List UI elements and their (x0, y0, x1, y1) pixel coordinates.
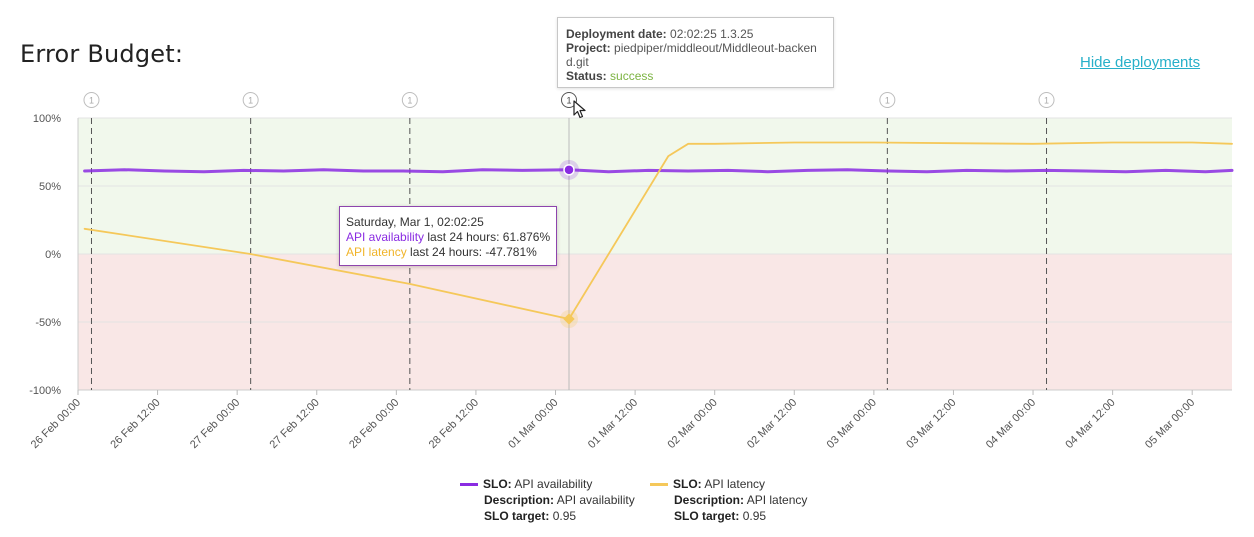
deployment-project-value: piedpiper/middleout/Middleout-backen d.g… (566, 41, 817, 69)
x-tick-label: 04 Mar 12:00 (1063, 397, 1117, 451)
y-tick-label: 50% (39, 181, 61, 193)
y-tick-label: 100% (33, 113, 61, 125)
hover-tooltip-header: Saturday, Mar 1, 02:02:25 (346, 215, 484, 229)
deployment-date-value: 02:02:25 1.3.25 (670, 27, 754, 41)
legend-target-value: 0.95 (552, 509, 577, 523)
deployment-date-label: Deployment date: (566, 27, 667, 41)
x-tick-label: 03 Mar 00:00 (825, 397, 879, 451)
deployment-marker-icon (1038, 92, 1055, 108)
deployment-marker-label: 1 (248, 96, 253, 106)
x-tick-label: 04 Mar 00:00 (984, 397, 1038, 451)
hover-tooltip-series2-name: API latency (346, 245, 407, 259)
series-line-latency (83, 141, 1233, 320)
legend-desc-value: API availability (556, 493, 635, 507)
x-tick-label: 02 Mar 00:00 (665, 397, 719, 451)
deployment-marker-icon (879, 92, 896, 108)
deployment-marker-label: 1 (566, 96, 571, 106)
x-tick-label: 02 Mar 12:00 (745, 397, 799, 451)
deployment-tooltip: Deployment date: 02:02:25 1.3.25 Project… (557, 17, 834, 88)
x-tick-label: 01 Mar 00:00 (506, 397, 560, 451)
y-tick-label: -50% (35, 317, 61, 329)
x-tick-label: 28 Feb 12:00 (427, 397, 481, 451)
deployment-marker-label: 1 (1044, 96, 1049, 106)
deployment-status-value: success (610, 69, 654, 83)
deployment-marker-icon (83, 92, 100, 108)
x-tick-label: 27 Feb 12:00 (268, 397, 322, 451)
highlight-point-latency (563, 313, 575, 325)
x-tick-label: 26 Feb 12:00 (108, 397, 162, 451)
legend-item-availability[interactable]: SLO: API availability Description: API a… (460, 476, 635, 524)
hide-deployments-link[interactable]: Hide deployments (1080, 54, 1201, 71)
legend-swatch-latency (650, 483, 668, 486)
legend-swatch-availability (460, 483, 478, 486)
hover-tooltip: Saturday, Mar 1, 02:02:25 API availabili… (339, 206, 557, 266)
deployment-project-label: Project: (566, 41, 611, 55)
y-tick-label: -100% (29, 385, 61, 397)
legend-desc-label: Description: (484, 493, 555, 507)
deployment-status-label: Status: (566, 69, 607, 83)
highlight-point-availability (563, 164, 575, 176)
legend-slo-value: API availability (514, 477, 593, 491)
deployment-marker-icon (561, 92, 578, 108)
deployment-marker-label: 1 (885, 96, 890, 106)
deployment-marker-icon (401, 92, 418, 108)
x-tick-label: 28 Feb 00:00 (347, 397, 401, 451)
hover-tooltip-series1-value: last 24 hours: 61.876% (427, 230, 551, 244)
legend-item-latency[interactable]: SLO: API latency Description: API latenc… (650, 476, 807, 524)
hover-tooltip-series1-name: API availability (346, 230, 425, 244)
hover-tooltip-series2-value: last 24 hours: -47.781% (410, 245, 537, 259)
legend-target-value: 0.95 (742, 509, 767, 523)
legend-target-label: SLO target: (674, 509, 740, 523)
series-line-availability (83, 168, 1234, 174)
x-tick-label: 27 Feb 00:00 (188, 397, 242, 451)
legend-target-label: SLO target: (484, 509, 550, 523)
legend-desc-value: API latency (746, 493, 808, 507)
deployment-marker-label: 1 (407, 96, 412, 106)
mouse-cursor-icon (573, 100, 586, 119)
legend-slo-value: API latency (704, 477, 766, 491)
page-title: Error Budget: (20, 40, 184, 68)
y-tick-label: 0% (45, 249, 61, 261)
deployment-marker-icon (242, 92, 259, 108)
x-tick-label: 01 Mar 12:00 (586, 397, 640, 451)
x-tick-label: 26 Feb 00:00 (29, 397, 83, 451)
legend-slo-label: SLO: (483, 477, 512, 491)
legend-desc-label: Description: (674, 493, 745, 507)
x-tick-label: 05 Mar 00:00 (1143, 397, 1197, 451)
legend-slo-label: SLO: (673, 477, 702, 491)
deployment-marker-label: 1 (89, 96, 94, 106)
x-tick-label: 03 Mar 12:00 (904, 397, 958, 451)
